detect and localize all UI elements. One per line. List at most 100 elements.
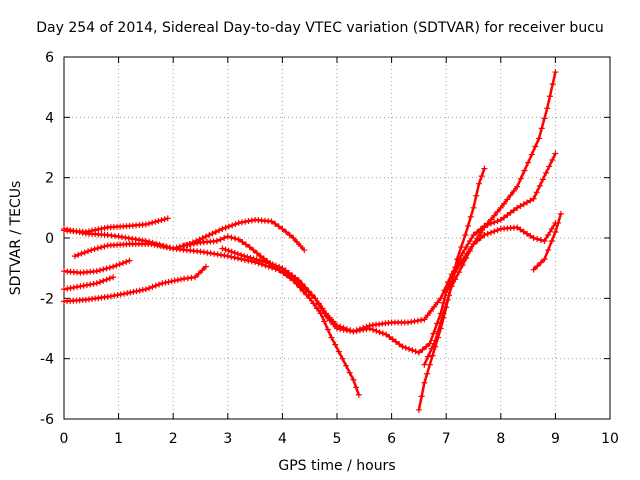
data-point bbox=[452, 276, 459, 283]
data-point bbox=[545, 247, 552, 254]
x-axis-title: GPS time / hours bbox=[278, 458, 395, 474]
data-point bbox=[61, 225, 67, 232]
data-point bbox=[247, 254, 254, 261]
data-point bbox=[437, 319, 444, 326]
data-point bbox=[190, 240, 197, 247]
x-tick-label: 5 bbox=[333, 431, 342, 447]
data-point bbox=[408, 318, 415, 325]
y-tick-label: 4 bbox=[45, 110, 54, 126]
data-point bbox=[104, 293, 111, 300]
data-point bbox=[544, 105, 551, 112]
data-point bbox=[353, 327, 360, 334]
data-point bbox=[176, 243, 183, 250]
x-tick-label: 0 bbox=[60, 431, 69, 447]
data-point bbox=[494, 218, 501, 225]
data-point bbox=[443, 289, 450, 296]
data-point bbox=[463, 255, 470, 262]
data-point bbox=[421, 379, 428, 386]
data-point bbox=[107, 293, 114, 300]
data-point bbox=[174, 277, 181, 284]
data-point bbox=[246, 244, 253, 251]
data-point bbox=[510, 207, 517, 214]
data-point bbox=[474, 228, 481, 235]
data-point bbox=[549, 81, 556, 88]
data-point bbox=[466, 248, 473, 255]
data-point bbox=[497, 204, 504, 211]
data-point bbox=[409, 347, 416, 354]
data-point bbox=[421, 361, 428, 368]
x-tick-label: 9 bbox=[551, 431, 560, 447]
data-point bbox=[501, 200, 508, 207]
data-point bbox=[253, 256, 260, 263]
data-point bbox=[91, 246, 98, 253]
data-point bbox=[71, 253, 78, 260]
data-point bbox=[494, 208, 501, 215]
data-point bbox=[157, 242, 164, 249]
data-point bbox=[514, 224, 521, 231]
data-point bbox=[546, 163, 553, 170]
data-point bbox=[194, 240, 201, 247]
data-point bbox=[466, 238, 473, 245]
data-point bbox=[313, 305, 320, 312]
data-point bbox=[146, 285, 153, 292]
data-point bbox=[459, 250, 466, 257]
data-point bbox=[521, 167, 528, 174]
data-point bbox=[473, 192, 480, 199]
data-point bbox=[324, 326, 331, 333]
data-point bbox=[350, 328, 357, 335]
data-point bbox=[199, 267, 206, 274]
y-axis-title: SDTVAR / TECUs bbox=[8, 181, 24, 296]
data-point bbox=[335, 348, 342, 355]
data-point bbox=[90, 280, 97, 287]
data-point bbox=[126, 257, 133, 264]
data-point bbox=[81, 249, 88, 256]
data-point bbox=[481, 231, 488, 238]
data-point bbox=[161, 216, 168, 223]
series-track3 bbox=[61, 257, 133, 276]
data-point bbox=[434, 320, 441, 327]
data-point bbox=[209, 230, 216, 237]
x-tick-label: 10 bbox=[601, 431, 619, 447]
data-point bbox=[428, 345, 435, 352]
data-point bbox=[383, 331, 390, 338]
grid bbox=[64, 57, 610, 419]
series-track7 bbox=[181, 233, 362, 398]
y-tick-label: -6 bbox=[40, 412, 54, 428]
data-point bbox=[202, 233, 209, 240]
data-point bbox=[534, 263, 541, 270]
data-point bbox=[487, 216, 494, 223]
data-point bbox=[187, 241, 194, 248]
data-point bbox=[158, 217, 165, 224]
data-point bbox=[98, 225, 105, 232]
x-tick-label: 6 bbox=[387, 431, 396, 447]
data-point bbox=[418, 393, 425, 400]
data-point bbox=[334, 322, 340, 329]
data-point bbox=[83, 282, 90, 289]
data-point bbox=[124, 290, 131, 297]
data-point bbox=[527, 197, 534, 204]
y-tick-label: 0 bbox=[45, 231, 54, 247]
data-point bbox=[256, 257, 263, 264]
data-point bbox=[151, 241, 158, 248]
data-point bbox=[389, 336, 396, 343]
data-point bbox=[285, 269, 292, 276]
data-point bbox=[534, 236, 541, 243]
data-point bbox=[392, 338, 399, 345]
data-point bbox=[103, 276, 110, 283]
data-point bbox=[232, 221, 239, 228]
data-point bbox=[312, 295, 319, 302]
data-point bbox=[319, 305, 326, 312]
data-point bbox=[266, 260, 273, 267]
data-point bbox=[206, 231, 213, 238]
data-point bbox=[303, 291, 310, 298]
data-point bbox=[340, 324, 347, 331]
data-point bbox=[142, 286, 149, 293]
data-point bbox=[360, 326, 367, 333]
data-point bbox=[548, 225, 555, 232]
data-point bbox=[286, 231, 293, 238]
data-point bbox=[293, 239, 300, 246]
data-point bbox=[530, 195, 537, 202]
data-point bbox=[272, 262, 279, 269]
data-point bbox=[228, 253, 235, 260]
series-track10 bbox=[421, 69, 559, 368]
